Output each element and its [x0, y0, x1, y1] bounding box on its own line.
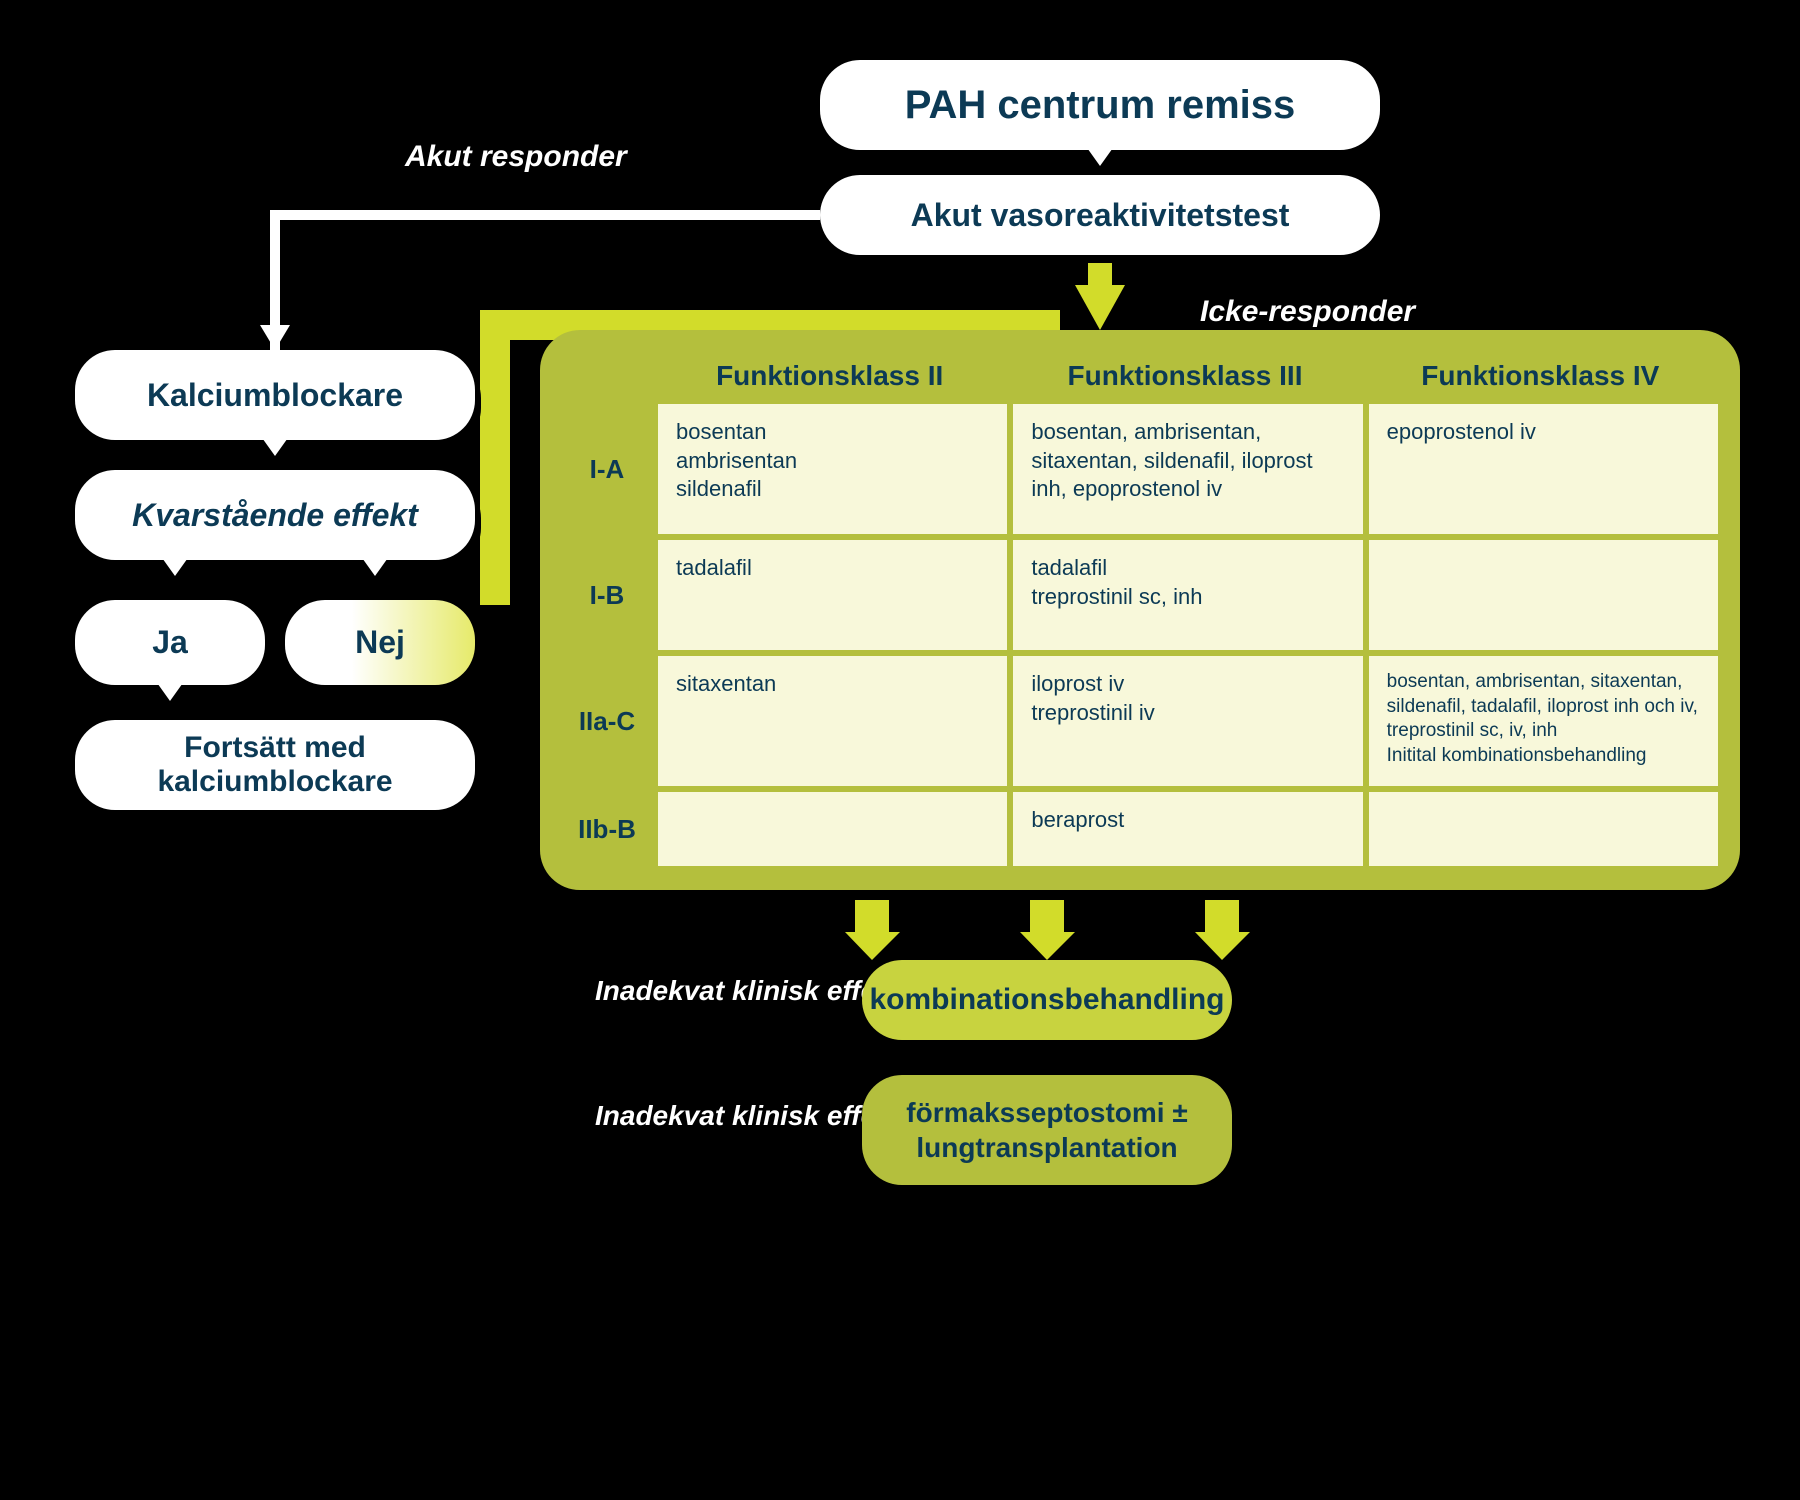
node-ja: Ja: [75, 600, 265, 685]
table-cell: tadalafil treprostinil sc, inh: [1013, 540, 1362, 650]
flowchart: Akut responder Icke-responder PAH centru…: [0, 0, 1800, 1500]
node-pah-centrum: PAH centrum remiss: [820, 60, 1380, 150]
node-title: PAH centrum remiss: [905, 83, 1296, 128]
label-inadekvat-2: Inadekvat klinisk effekt: [595, 1100, 901, 1132]
label-inadekvat-1: Inadekvat klinisk effekt: [595, 975, 901, 1007]
node-nej: Nej: [285, 600, 475, 685]
node-fortsatt: Fortsätt med kalciumblockare: [75, 720, 475, 810]
treatment-table: Funktionsklass II Funktionsklass III Fun…: [540, 330, 1740, 890]
table-cell: bosentan ambrisentan sildenafil: [658, 404, 1007, 534]
table-cell: bosentan, ambrisentan, sitaxentan, silde…: [1013, 404, 1362, 534]
table-cell: epoprostenol iv: [1369, 404, 1718, 534]
node-formaksseptostomi: förmaksseptostomi ± lungtransplantation: [862, 1075, 1232, 1185]
table-cell: [658, 792, 1007, 866]
node-kombinationsbehandling: kombinationsbehandling: [862, 960, 1232, 1040]
table-cell: sitaxentan: [658, 656, 1007, 786]
table-cell: [1369, 792, 1718, 866]
node-kvarstaende-effekt: Kvarstående effekt: [75, 470, 475, 560]
col-header: Funktionsklass IV: [1363, 360, 1718, 392]
row-label: I-B: [562, 540, 652, 650]
label-icke-responder: Icke-responder: [1200, 295, 1415, 329]
table-cell: beraprost: [1013, 792, 1362, 866]
connector: [270, 210, 280, 355]
row-label: I-A: [562, 404, 652, 534]
row-label: IIa-C: [562, 656, 652, 786]
label-akut-responder: Akut responder: [405, 140, 627, 174]
table-cell: [1369, 540, 1718, 650]
connector: [480, 310, 510, 605]
col-header: Funktionsklass II: [652, 360, 1007, 392]
row-label: IIb-B: [562, 792, 652, 866]
node-kalciumblockare: Kalciumblockare: [75, 350, 475, 440]
node-vasoreaktivitetstest: Akut vasoreaktivitetstest: [820, 175, 1380, 255]
table-cell: iloprost iv treprostinil iv: [1013, 656, 1362, 786]
table-cell: bosentan, ambrisentan, sitaxentan, silde…: [1369, 656, 1718, 786]
col-header: Funktionsklass III: [1007, 360, 1362, 392]
connector: [270, 210, 820, 220]
table-cell: tadalafil: [658, 540, 1007, 650]
